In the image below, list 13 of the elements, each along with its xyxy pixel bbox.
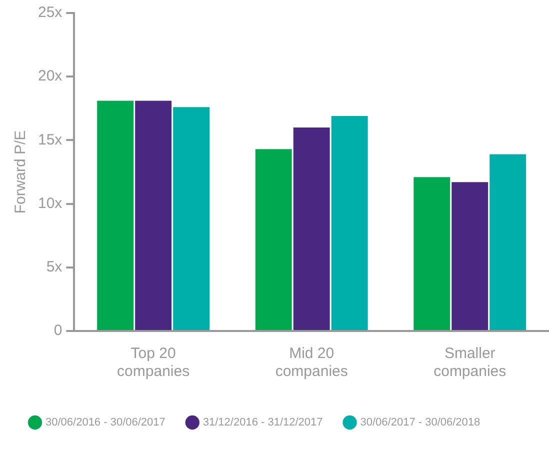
y-tick-label: 0 — [54, 322, 62, 340]
x-tick-label: Mid 20 companies — [275, 345, 348, 380]
x-tick-label: Top 20 companies — [117, 345, 190, 380]
x-tick-label: Smaller companies — [434, 345, 506, 380]
y-tick-label: 10x — [38, 194, 63, 212]
legend-label: 31/12/2016 - 31/12/2017 — [202, 416, 323, 429]
legend-label: 30/06/2016 - 30/06/2017 — [46, 416, 166, 429]
y-axis-title: Forward P/E — [12, 130, 30, 214]
y-tick-label: 25x — [38, 4, 63, 22]
y-tick-label: 15x — [38, 131, 63, 148]
y-tick-label: 5x — [46, 258, 63, 276]
y-tick-label: 20x — [38, 68, 63, 85]
legend-label: 30/06/2017 - 30/06/2018 — [360, 416, 480, 429]
